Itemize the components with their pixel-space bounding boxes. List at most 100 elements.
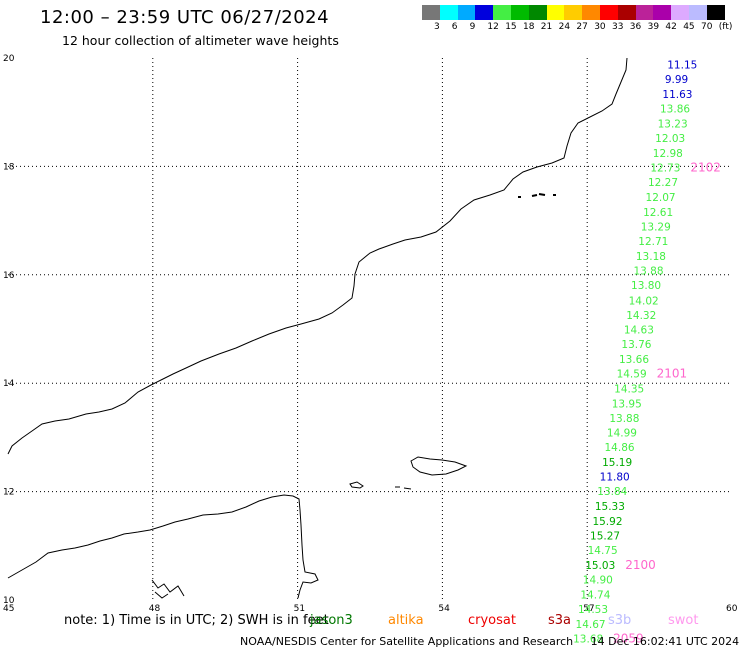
coastline bbox=[7, 57, 628, 599]
track-value: 15.33 bbox=[595, 501, 625, 513]
colorbar-label: 24 bbox=[558, 22, 571, 32]
track-value: 14.63 bbox=[624, 325, 654, 337]
x-tick-label: 54 bbox=[438, 604, 450, 614]
y-tick-label: 20 bbox=[3, 54, 15, 64]
colorbar-swatch bbox=[599, 5, 618, 20]
colorbar-label: 12 bbox=[487, 22, 499, 32]
track-value: 14.74 bbox=[580, 590, 610, 602]
track-value: 11.80 bbox=[600, 471, 630, 483]
track-value: 13.95 bbox=[612, 398, 642, 410]
colorbar-swatch bbox=[528, 5, 547, 20]
colorbar-label: 39 bbox=[647, 22, 660, 32]
altimeter-track: 11.15 9.99 11.63 13.86 13.23 12.03 12.98 12.73 1… bbox=[573, 60, 697, 646]
colorbar-swatch bbox=[510, 5, 529, 20]
colorbar-label: 36 bbox=[629, 22, 642, 32]
units-note: note: 1) Time is in UTC; 2) SWH is in fe… bbox=[64, 613, 329, 628]
colorbar-label: 70 bbox=[701, 22, 713, 32]
colorbar-swatch bbox=[422, 5, 440, 20]
track-value: 9.99 bbox=[665, 74, 688, 86]
track-value: 15.03 bbox=[585, 560, 615, 572]
colorbar-label: 18 bbox=[523, 22, 535, 32]
mission-legend-s3b: s3b bbox=[608, 613, 632, 628]
track-value: 13.84 bbox=[597, 486, 627, 498]
track-value: 14.99 bbox=[607, 428, 637, 440]
track-value: 13.66 bbox=[619, 354, 649, 366]
track-value: 12.73 bbox=[650, 162, 680, 174]
x-tick-label: 51 bbox=[294, 604, 305, 614]
graticule bbox=[8, 58, 732, 600]
mission-legend-swot: swot bbox=[668, 613, 699, 628]
map-title: 12:00 – 23:59 UTC 06/27/2024 bbox=[40, 7, 330, 28]
track-value: 13.86 bbox=[660, 103, 690, 115]
track-value: 14.35 bbox=[614, 384, 644, 396]
colorbar-label: 6 bbox=[451, 22, 458, 32]
pass-labels: 2102 2101 2100 2059 bbox=[613, 160, 721, 645]
colorbar-swatch bbox=[546, 5, 565, 20]
colorbar-label: 42 bbox=[665, 22, 677, 32]
somali-shoreline-detail bbox=[151, 579, 185, 599]
pass-number-label: 2101 bbox=[657, 366, 688, 380]
brothers-islands bbox=[395, 486, 412, 490]
track-value: 14.86 bbox=[605, 442, 635, 454]
wave-height-colorbar bbox=[422, 5, 725, 20]
track-value: 15.27 bbox=[590, 531, 620, 543]
track-value: 14.53 bbox=[578, 604, 608, 616]
track-value: 12.07 bbox=[646, 192, 676, 204]
colorbar-swatch bbox=[688, 5, 707, 20]
somalia-coastline bbox=[7, 494, 319, 599]
abd-al-kuri-island bbox=[349, 481, 364, 489]
pass-number-label: 2100 bbox=[625, 558, 656, 572]
pass-number-label: 2059 bbox=[613, 631, 644, 645]
colorbar-swatch bbox=[439, 5, 458, 20]
track-value: 15.92 bbox=[592, 516, 622, 528]
y-tick-label: 10 bbox=[3, 596, 15, 606]
track-value: 14.32 bbox=[626, 310, 656, 322]
x-tick-label: 57 bbox=[583, 604, 594, 614]
map-subtitle: 12 hour collection of altimeter wave hei… bbox=[62, 33, 339, 48]
generated-timestamp: 14 Dec 16:02:41 UTC 2024 bbox=[590, 635, 740, 648]
socotra-island bbox=[410, 456, 468, 476]
track-value: 14.59 bbox=[617, 368, 647, 380]
track-value: 13.23 bbox=[658, 119, 688, 131]
colorbar-swatch bbox=[457, 5, 476, 20]
track-value: 13.76 bbox=[621, 339, 651, 351]
x-tick-label: 45 bbox=[3, 604, 14, 614]
y-tick-label: 16 bbox=[3, 271, 15, 281]
arabian-coastline bbox=[7, 57, 628, 455]
colorbar-label: 33 bbox=[612, 22, 624, 32]
colorbar-swatch bbox=[635, 5, 654, 20]
colorbar-labels: 3 6 9 12 15 18 21 24 27 30 33 36 39 42 45 70 (ft) bbox=[422, 22, 740, 34]
mission-legend-s3a: s3a bbox=[548, 613, 572, 628]
track-value: 13.18 bbox=[636, 251, 666, 263]
y-tick-label: 18 bbox=[3, 162, 15, 172]
kuria-muria-islands bbox=[518, 193, 556, 198]
mission-legend-jason3: jason3 bbox=[310, 613, 353, 628]
colorbar-label: 27 bbox=[576, 22, 588, 32]
colorbar-swatch bbox=[617, 5, 636, 20]
track-value: 13.88 bbox=[609, 413, 639, 425]
pass-number-label: 2102 bbox=[690, 160, 721, 174]
track-value: 14.90 bbox=[583, 574, 613, 586]
colorbar-swatch bbox=[475, 5, 494, 20]
x-tick-label: 60 bbox=[726, 604, 738, 614]
colorbar-label: 9 bbox=[469, 22, 476, 32]
track-value: 13.29 bbox=[641, 222, 671, 234]
colorbar-label: 21 bbox=[540, 22, 553, 32]
colorbar-label: (ft) bbox=[718, 22, 733, 32]
track-value: 12.98 bbox=[653, 148, 683, 160]
mission-legend-cryosat: cryosat bbox=[468, 613, 516, 628]
track-value: 13.80 bbox=[631, 280, 661, 292]
track-value: 14.67 bbox=[576, 619, 606, 631]
colorbar-swatch bbox=[564, 5, 583, 20]
credit-line: NOAA/NESDIS Center for Satellite Applica… bbox=[240, 635, 739, 648]
credit-text: NOAA/NESDIS Center for Satellite Applica… bbox=[240, 635, 574, 648]
y-tick-label: 12 bbox=[3, 488, 14, 498]
track-value: 15.19 bbox=[602, 457, 632, 469]
track-value: 12.71 bbox=[638, 236, 668, 248]
track-value: 12.27 bbox=[648, 177, 678, 189]
colorbar-label: 3 bbox=[434, 22, 440, 32]
colorbar-swatch bbox=[706, 5, 725, 20]
mission-legend-altika: altika bbox=[388, 613, 424, 628]
